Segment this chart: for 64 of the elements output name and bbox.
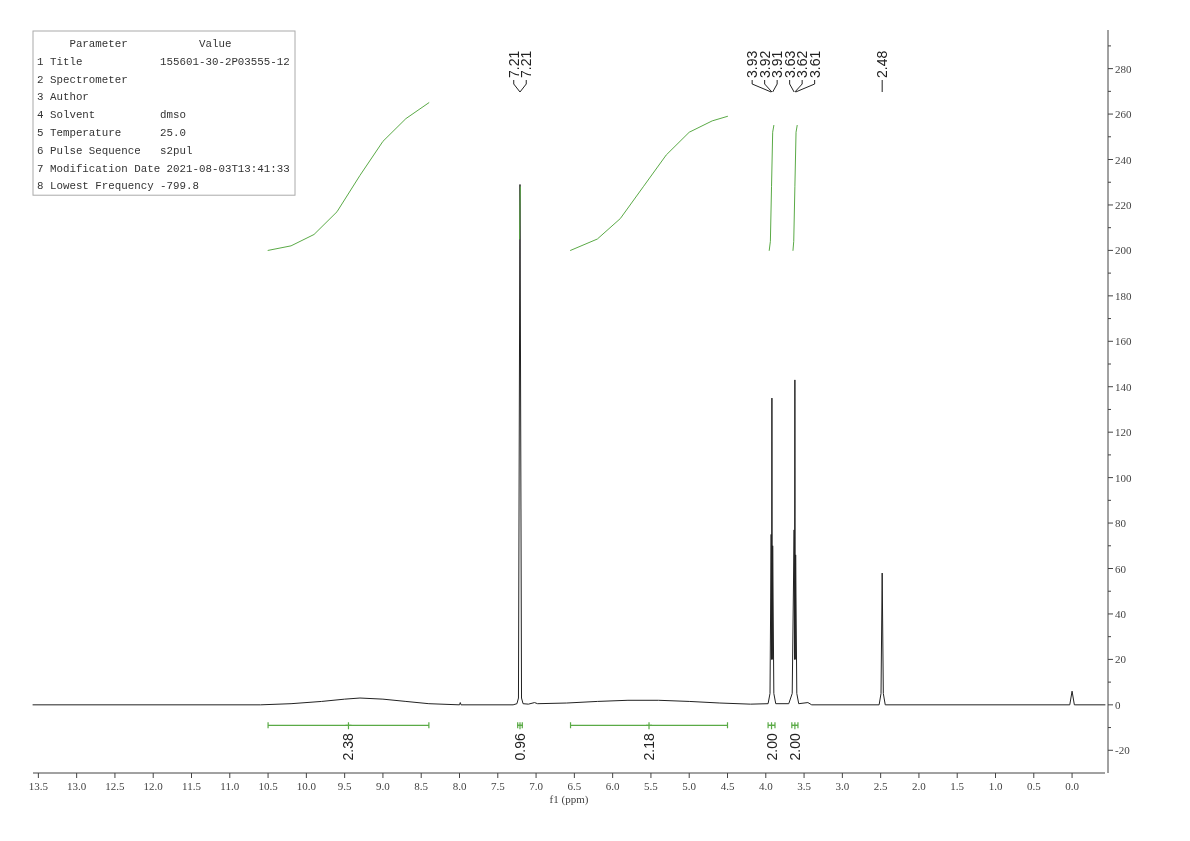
annotation: 2.18 (641, 733, 658, 761)
annotation: Parameter Value (37, 38, 232, 50)
x-tick-label: 12.5 (105, 780, 126, 792)
y-tick-label: 260 (1115, 108, 1132, 121)
y-tick-label: 20 (1115, 653, 1127, 666)
x-tick-label: 13.5 (28, 780, 49, 792)
x-tick-label: 4.0 (758, 780, 774, 792)
annotation: 1 Title 155601-30-2P03555-12 (37, 55, 290, 68)
x-tick-label: 8.5 (414, 780, 429, 792)
y-tick-label: 200 (1115, 244, 1132, 257)
x-tick-label: 5.5 (644, 780, 659, 792)
annotation: 8 Lowest Frequency -799.8 (37, 180, 199, 193)
annotation: 6 Pulse Sequence s2pul (37, 144, 193, 157)
y-tick-label: 220 (1115, 198, 1132, 211)
y-tick-label: 280 (1115, 62, 1132, 75)
y-tick-label: 160 (1115, 335, 1132, 348)
x-tick-label: 0.5 (1026, 780, 1042, 792)
annotation: 2.38 (340, 733, 357, 761)
annotation: 4 Solvent dmso (37, 109, 187, 122)
annotation: 7 Modification Date 2021-08-03T13:41:33 (37, 162, 290, 175)
x-tick-label: 7.5 (490, 780, 506, 792)
x-tick-label: 0.0 (1065, 780, 1080, 792)
line-series (768, 124, 775, 251)
y-tick-label: 60 (1115, 562, 1127, 575)
x-tick-label: 2.0 (912, 780, 927, 792)
y-tick-label: 0 (1115, 698, 1121, 711)
x-tick-label: 8.0 (452, 780, 467, 792)
y-tick-label: 120 (1115, 426, 1132, 439)
annotation: 2 Spectrometer (37, 73, 128, 86)
x-tick-label: 1.5 (950, 780, 965, 792)
annotation: 2.00 (763, 733, 780, 761)
y-tick-label: 80 (1115, 517, 1127, 530)
x-tick-label: 11.5 (182, 780, 202, 792)
x-tick-label: 9.0 (376, 780, 391, 792)
x-tick-label: 4.5 (720, 780, 735, 792)
annotation: 3 Author (37, 91, 89, 104)
x-tick-label: 10.5 (258, 780, 279, 792)
x-tick-label: 11.0 (220, 780, 240, 792)
x-tick-label: 1.0 (988, 780, 1003, 792)
x-tick-label: 6.0 (605, 780, 621, 792)
line-series (32, 184, 1106, 706)
annotation: 2.48 (874, 50, 891, 78)
x-tick-label: 3.5 (797, 780, 812, 792)
x-tick-label: 7.0 (529, 780, 544, 792)
x-tick-label: 6.5 (567, 780, 582, 792)
line-series (570, 115, 728, 251)
y-tick-label: 40 (1115, 607, 1127, 620)
x-tick-label: 5.0 (682, 780, 697, 792)
x-tick-label: 10.0 (296, 780, 317, 792)
annotation: 0.96 (511, 733, 528, 761)
y-tick-label: 240 (1115, 153, 1132, 166)
x-tick-label: 13.0 (67, 780, 87, 792)
y-tick-label: -20 (1115, 744, 1131, 757)
x-tick-label: 2.5 (873, 780, 889, 792)
line-series (792, 124, 798, 251)
x-tick-label: 12.0 (143, 780, 164, 792)
y-tick-label: 180 (1115, 289, 1132, 302)
y-tick-label: 140 (1115, 380, 1132, 393)
y-tick-label: 100 (1115, 471, 1132, 484)
x-tick-label: 9.5 (337, 780, 353, 792)
annotation: 2.00 (786, 733, 803, 761)
annotation: 5 Temperature 25.0 (37, 127, 187, 139)
x-axis-title: f1 (ppm) (549, 793, 589, 806)
x-tick-label: 3.0 (835, 780, 850, 792)
